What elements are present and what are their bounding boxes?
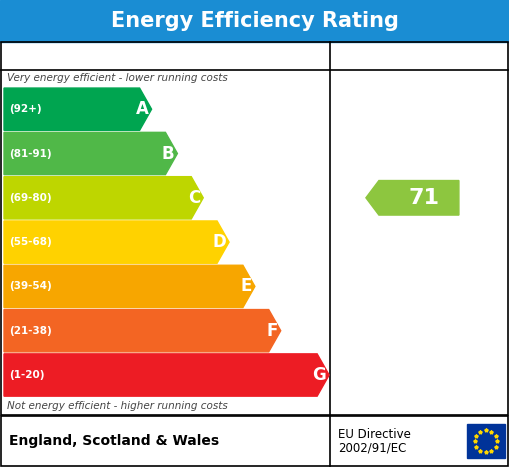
Text: (55-68): (55-68) <box>9 237 52 247</box>
Text: (81-91): (81-91) <box>9 149 51 158</box>
Text: Not energy efficient - higher running costs: Not energy efficient - higher running co… <box>7 401 228 411</box>
Polygon shape <box>4 310 281 352</box>
Text: F: F <box>266 322 278 340</box>
Text: (1-20): (1-20) <box>9 370 44 380</box>
Text: Energy Efficiency Rating: Energy Efficiency Rating <box>110 11 399 31</box>
Polygon shape <box>4 88 152 130</box>
Bar <box>0 0 509 42</box>
Text: (92+): (92+) <box>9 104 42 114</box>
Polygon shape <box>4 132 178 175</box>
Text: England, Scotland & Wales: England, Scotland & Wales <box>9 434 219 448</box>
Text: 2002/91/EC: 2002/91/EC <box>338 442 406 454</box>
Text: C: C <box>188 189 200 207</box>
Text: D: D <box>212 233 226 251</box>
Text: B: B <box>162 144 175 163</box>
Text: A: A <box>136 100 149 118</box>
Text: (69-80): (69-80) <box>9 193 51 203</box>
Text: G: G <box>313 366 326 384</box>
Text: Very energy efficient - lower running costs: Very energy efficient - lower running co… <box>7 73 228 83</box>
Text: (21-38): (21-38) <box>9 325 52 336</box>
Bar <box>1 416 508 466</box>
Polygon shape <box>366 181 459 215</box>
Polygon shape <box>4 354 329 396</box>
Text: (39-54): (39-54) <box>9 282 52 291</box>
Bar <box>1 42 508 415</box>
Bar <box>467 424 505 458</box>
Text: 71: 71 <box>408 188 439 208</box>
Polygon shape <box>4 177 203 219</box>
Text: E: E <box>241 277 252 296</box>
Polygon shape <box>4 265 255 308</box>
Text: EU Directive: EU Directive <box>338 428 411 440</box>
Polygon shape <box>4 221 229 263</box>
